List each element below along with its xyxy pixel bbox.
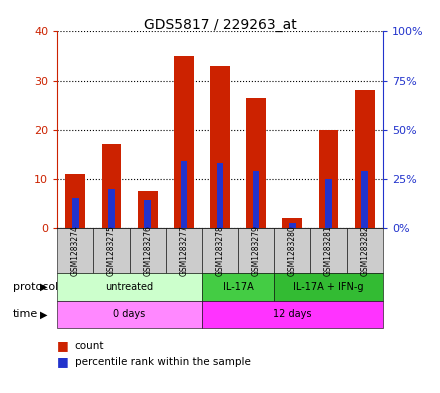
Bar: [180, 161, 187, 228]
Bar: [355, 90, 375, 228]
Text: untreated: untreated: [106, 282, 154, 292]
Text: GSM1283280: GSM1283280: [288, 225, 297, 276]
Text: GSM1283274: GSM1283274: [71, 225, 80, 276]
Text: GSM1283279: GSM1283279: [252, 225, 260, 276]
Bar: [289, 223, 296, 228]
Bar: [253, 171, 260, 228]
Text: percentile rank within the sample: percentile rank within the sample: [75, 356, 251, 367]
Bar: [210, 66, 230, 228]
Bar: [102, 144, 121, 228]
Text: GDS5817 / 229263_at: GDS5817 / 229263_at: [143, 18, 297, 32]
Text: ▶: ▶: [40, 282, 48, 292]
Bar: [282, 218, 302, 228]
Text: IL-17A: IL-17A: [223, 282, 253, 292]
Bar: [144, 200, 151, 228]
Text: count: count: [75, 341, 104, 351]
Text: time: time: [13, 309, 38, 320]
Text: GSM1283282: GSM1283282: [360, 225, 369, 276]
Text: IL-17A + IFN-g: IL-17A + IFN-g: [293, 282, 364, 292]
Bar: [108, 189, 115, 228]
Bar: [325, 179, 332, 228]
Text: GSM1283275: GSM1283275: [107, 225, 116, 276]
Bar: [361, 171, 368, 228]
Bar: [246, 98, 266, 228]
Text: GSM1283277: GSM1283277: [180, 225, 188, 276]
Text: 0 days: 0 days: [114, 309, 146, 320]
Bar: [72, 198, 79, 228]
Text: GSM1283281: GSM1283281: [324, 225, 333, 276]
Text: GSM1283278: GSM1283278: [216, 225, 224, 276]
Text: ▶: ▶: [40, 309, 48, 320]
Bar: [319, 130, 338, 228]
Text: 12 days: 12 days: [273, 309, 312, 320]
Bar: [174, 56, 194, 228]
Bar: [138, 191, 158, 228]
Text: protocol: protocol: [13, 282, 59, 292]
Bar: [66, 174, 85, 228]
Bar: [217, 163, 223, 228]
Text: ■: ■: [57, 339, 69, 353]
Text: GSM1283276: GSM1283276: [143, 225, 152, 276]
Text: ■: ■: [57, 355, 69, 368]
